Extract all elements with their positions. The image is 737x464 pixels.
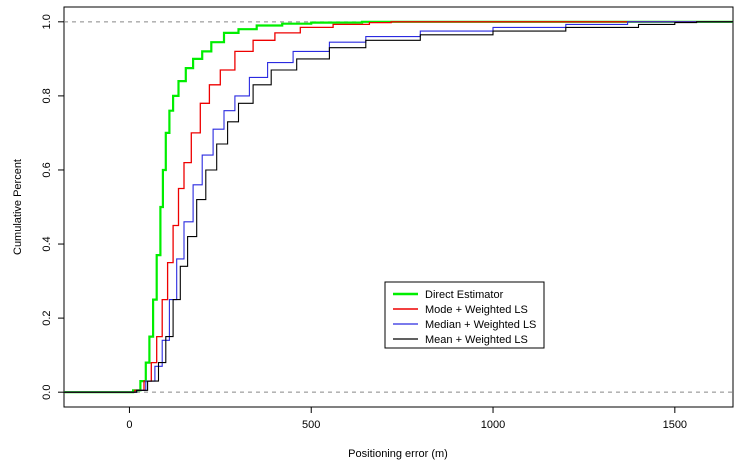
x-axis-title: Positioning error (m) — [348, 448, 448, 460]
y-axis-title: Cumulative Percent — [12, 159, 24, 255]
y-tick-label: 1.0 — [41, 14, 53, 29]
y-tick-label: 0.4 — [41, 236, 53, 251]
y-tick-label: 0.6 — [41, 162, 53, 177]
legend-label-3: Median + Weighted LS — [425, 319, 536, 331]
legend: Direct Estimator Mode + Weighted LS Median… — [384, 281, 545, 349]
series-line-4 — [64, 21, 733, 393]
x-tick-label: 1500 — [663, 419, 687, 431]
y-tick-label: 0.8 — [41, 88, 53, 103]
x-tick-label: 500 — [302, 419, 320, 431]
y-tick-label: 0.2 — [41, 310, 53, 325]
legend-label-2: Mode + Weighted LS — [425, 304, 528, 316]
series-group — [64, 20, 733, 394]
series-line-2 — [64, 21, 733, 393]
x-tick-label: 0 — [126, 419, 132, 431]
x-tick-label: 1000 — [481, 419, 505, 431]
series-line-3 — [64, 21, 733, 393]
series-line-1 — [64, 20, 733, 394]
legend-label-4: Mean + Weighted LS — [425, 334, 528, 346]
legend-label-1: Direct Estimator — [425, 289, 504, 301]
plot-frame — [63, 6, 734, 408]
y-axis: 0.0 0.2 0.4 0.6 0.8 1.0 — [41, 14, 64, 400]
x-axis: 0 500 1000 1500 — [126, 407, 687, 431]
y-tick-label: 0.0 — [41, 385, 53, 400]
